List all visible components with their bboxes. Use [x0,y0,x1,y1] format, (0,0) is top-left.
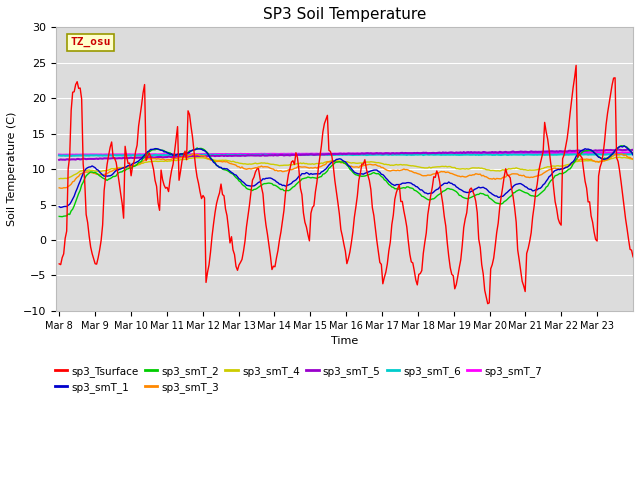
sp3_smT_5 [626,147,634,153]
sp3_smT_4 [550,163,557,169]
Line: sp3_smT_1: sp3_smT_1 [59,146,633,207]
sp3_Tsurface [75,85,83,91]
sp3_Tsurface [55,261,63,267]
sp3_smT_1 [628,149,636,155]
sp3_smT_5 [629,147,637,153]
sp3_smT_7 [76,152,84,158]
sp3_smT_4 [616,154,623,160]
sp3_smT_7 [629,150,637,156]
sp3_smT_2 [629,150,637,156]
sp3_smT_7 [551,150,559,156]
sp3_smT_6 [94,153,102,158]
sp3_smT_3 [58,185,66,191]
sp3_smT_1 [551,168,559,173]
sp3_smT_7 [466,150,474,156]
sp3_smT_2 [352,172,360,178]
sp3_smT_4 [626,156,634,162]
sp3_smT_7 [70,152,78,158]
sp3_smT_6 [55,153,63,158]
sp3_smT_3 [189,151,196,156]
sp3_smT_6 [76,153,84,158]
sp3_smT_7 [628,150,636,156]
sp3_smT_5 [351,151,358,157]
sp3_smT_2 [94,172,102,178]
sp3_smT_1 [55,204,63,210]
sp3_smT_6 [466,152,474,157]
sp3_Tsurface [93,261,100,267]
sp3_smT_4 [629,156,637,162]
sp3_smT_3 [467,172,475,178]
sp3_smT_2 [551,173,559,179]
sp3_Tsurface [465,196,472,202]
sp3_smT_1 [466,190,474,195]
sp3_smT_2 [58,214,66,219]
sp3_Tsurface [484,301,492,307]
sp3_smT_3 [55,185,63,191]
sp3_smT_1 [620,143,628,149]
sp3_smT_3 [353,164,361,170]
sp3_Tsurface [628,247,636,253]
sp3_smT_2 [617,143,625,149]
sp3_smT_6 [628,152,636,157]
sp3_smT_5 [550,148,557,154]
Line: sp3_smT_2: sp3_smT_2 [59,146,633,216]
sp3_smT_6 [551,152,559,157]
sp3_smT_1 [352,170,360,176]
sp3_smT_6 [629,151,637,157]
sp3_smT_1 [629,152,637,158]
sp3_smT_7 [94,152,102,157]
Line: sp3_smT_3: sp3_smT_3 [59,154,633,188]
sp3_Tsurface [572,62,580,68]
sp3_Tsurface [351,214,358,220]
sp3_smT_2 [466,195,474,201]
Line: sp3_smT_5: sp3_smT_5 [59,149,633,160]
sp3_smT_4 [351,160,358,166]
sp3_smT_1 [76,178,84,184]
Line: sp3_Tsurface: sp3_Tsurface [59,65,633,304]
sp3_smT_2 [628,150,636,156]
sp3_Tsurface [629,254,637,260]
sp3_smT_4 [55,176,63,181]
sp3_smT_3 [94,171,102,177]
sp3_smT_3 [553,166,561,172]
sp3_smT_4 [465,166,472,172]
sp3_smT_7 [352,151,360,157]
Text: TZ_osu: TZ_osu [70,37,111,48]
sp3_smT_6 [617,151,625,157]
sp3_smT_7 [55,152,63,158]
sp3_smT_6 [352,152,360,158]
Title: SP3 Soil Temperature: SP3 Soil Temperature [262,7,426,22]
sp3_smT_2 [76,188,84,193]
sp3_smT_2 [55,214,63,219]
Y-axis label: Soil Temperature (C): Soil Temperature (C) [7,112,17,226]
sp3_smT_6 [67,153,75,159]
sp3_smT_5 [75,156,83,162]
sp3_smT_5 [55,157,63,163]
sp3_smT_1 [94,167,102,173]
Line: sp3_smT_7: sp3_smT_7 [59,153,633,155]
sp3_smT_3 [629,156,637,162]
sp3_smT_5 [465,149,472,155]
sp3_smT_1 [57,204,65,210]
sp3_Tsurface [551,199,559,204]
sp3_smT_5 [93,156,100,161]
sp3_smT_4 [75,169,83,175]
Line: sp3_smT_4: sp3_smT_4 [59,157,633,179]
sp3_smT_3 [628,156,636,162]
X-axis label: Time: Time [331,336,358,346]
sp3_smT_7 [592,150,600,156]
sp3_smT_4 [93,168,100,174]
Legend: sp3_Tsurface, sp3_smT_1, sp3_smT_2, sp3_smT_3, sp3_smT_4, sp3_smT_5, sp3_smT_6, : sp3_Tsurface, sp3_smT_1, sp3_smT_2, sp3_… [51,361,546,397]
sp3_smT_5 [625,146,632,152]
Line: sp3_smT_6: sp3_smT_6 [59,154,633,156]
sp3_smT_3 [76,171,84,177]
